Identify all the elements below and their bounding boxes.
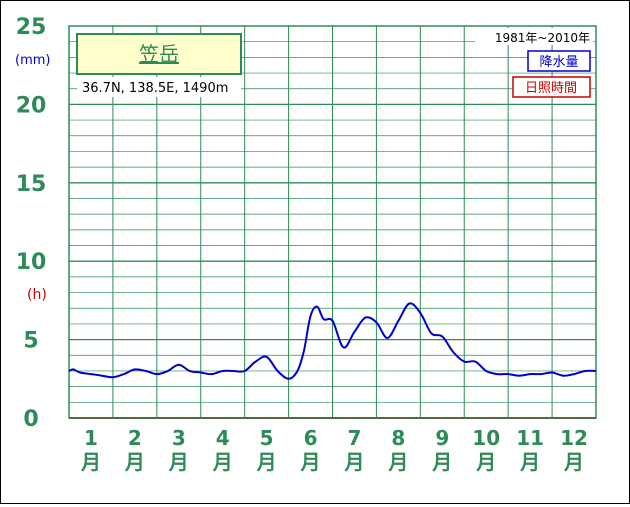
y-tick-label: 5 (23, 329, 38, 354)
legend-precip-label: 降水量 (539, 55, 578, 70)
title-box (76, 33, 242, 75)
y-ticks: 0 5 10 15 20 25 (16, 15, 47, 432)
x-tick-month-char: 月 (256, 450, 277, 474)
x-tick-month-number: 6 (304, 426, 318, 450)
x-tick-month-char: 月 (519, 450, 540, 474)
legend-sunshine-box (512, 76, 591, 98)
x-tick-month-number: 8 (391, 426, 405, 450)
x-tick-month-char: 月 (168, 450, 189, 474)
y-tick-label: 20 (16, 93, 47, 118)
x-tick-month-number: 2 (128, 426, 142, 450)
y-unit-sunshine: (h) (27, 287, 47, 303)
period-box (475, 28, 593, 45)
plot-border (68, 25, 597, 419)
x-tick-month-char: 月 (475, 450, 496, 474)
chart-title: 笠岳 (139, 42, 179, 66)
x-tick-month-number: 10 (472, 426, 500, 450)
x-tick-month-number: 5 (260, 426, 274, 450)
x-tick-month-char: 月 (387, 450, 408, 474)
period-label: 1981年~2010年 (495, 31, 590, 45)
x-tick-month-number: 12 (560, 426, 588, 450)
precipitation-line (68, 302, 597, 380)
x-tick-month-number: 4 (216, 426, 230, 450)
x-tick-month-char: 月 (563, 450, 584, 474)
x-tick-month-char: 月 (300, 450, 321, 474)
x-tick-month-char: 月 (431, 450, 452, 474)
location-box (77, 77, 241, 97)
grid (69, 26, 596, 418)
x-tick-month-number: 11 (516, 426, 544, 450)
y-unit-precip: (mm) (15, 53, 50, 68)
y-tick-label: 15 (16, 172, 47, 197)
x-tick-month-char: 月 (80, 450, 101, 474)
x-tick-month-char: 月 (343, 450, 364, 474)
x-tick-month-number: 9 (435, 426, 449, 450)
x-tick-month-char: 月 (124, 450, 145, 474)
y-tick-label: 25 (16, 15, 47, 40)
x-tick-month-number: 3 (172, 426, 186, 450)
y-tick-label: 10 (16, 250, 47, 275)
legend-sunshine-label: 日照時間 (525, 81, 577, 96)
legend-precip-box (527, 50, 591, 72)
x-tick-month-number: 1 (84, 426, 98, 450)
x-tick-month-char: 月 (212, 450, 233, 474)
x-tick-month-number: 7 (347, 426, 361, 450)
y-tick-label: 0 (23, 407, 38, 432)
location-label: 36.7N, 138.5E, 1490m (82, 81, 228, 96)
